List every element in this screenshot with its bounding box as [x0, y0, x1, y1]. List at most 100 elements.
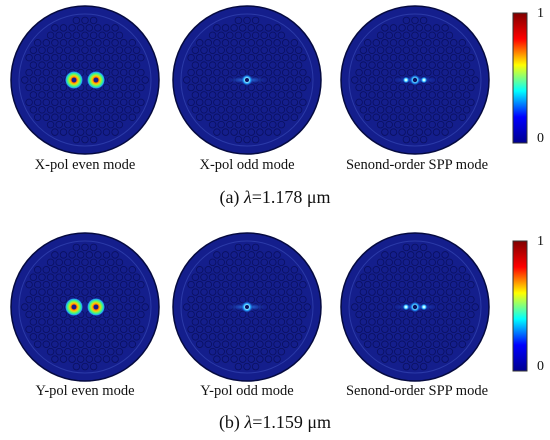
- air-hole: [264, 98, 273, 107]
- air-hole: [398, 280, 406, 289]
- air-hole: [445, 333, 454, 341]
- air-hole: [94, 280, 102, 289]
- air-hole: [364, 266, 372, 274]
- air-hole: [372, 113, 380, 121]
- air-hole: [89, 362, 98, 371]
- air-hole: [264, 266, 273, 274]
- air-hole: [94, 266, 102, 274]
- air-hole: [394, 333, 402, 341]
- air-hole: [46, 106, 55, 114]
- air-hole: [42, 98, 50, 107]
- air-hole: [226, 31, 234, 40]
- air-hole: [260, 318, 268, 326]
- air-hole: [411, 46, 419, 54]
- air-hole: [411, 273, 419, 281]
- air-hole: [85, 340, 93, 348]
- air-hole: [389, 98, 398, 107]
- air-hole: [230, 113, 238, 121]
- air-hole: [359, 76, 368, 84]
- air-hole: [141, 76, 149, 84]
- mode-label-x-even: X-pol even mode: [34, 157, 136, 173]
- air-hole: [204, 113, 212, 121]
- air-hole: [59, 295, 68, 304]
- air-hole: [107, 76, 115, 84]
- air-hole: [42, 83, 50, 92]
- air-hole: [221, 24, 230, 32]
- air-hole: [299, 53, 307, 62]
- air-hole: [51, 266, 59, 274]
- air-hole: [264, 83, 273, 92]
- air-hole: [234, 333, 243, 341]
- air-hole: [385, 288, 393, 296]
- air-hole: [107, 61, 115, 69]
- air-hole: [398, 98, 406, 107]
- air-hole: [256, 24, 264, 32]
- air-hole: [299, 280, 307, 289]
- air-hole: [115, 318, 124, 326]
- air-hole: [256, 53, 264, 62]
- air-hole: [204, 98, 212, 107]
- air-hole: [294, 76, 303, 84]
- air-hole: [46, 120, 55, 129]
- air-hole: [424, 83, 432, 92]
- air-hole: [221, 295, 230, 304]
- air-hole: [111, 113, 119, 121]
- air-hole: [46, 347, 55, 356]
- air-hole: [42, 295, 50, 304]
- air-hole: [213, 98, 221, 107]
- air-hole: [111, 340, 119, 348]
- air-hole: [111, 310, 119, 319]
- air-hole: [51, 98, 59, 107]
- air-hole: [94, 251, 102, 259]
- air-hole: [441, 113, 449, 121]
- air-hole: [107, 288, 115, 296]
- fiber-ring: [348, 13, 482, 147]
- air-hole: [251, 243, 260, 252]
- air-hole: [398, 39, 406, 47]
- air-hole: [273, 325, 281, 334]
- air-hole: [256, 113, 264, 121]
- air-hole: [381, 98, 389, 107]
- air-hole: [256, 355, 264, 363]
- air-hole: [68, 355, 76, 363]
- air-hole: [98, 347, 106, 356]
- air-hole: [458, 68, 466, 77]
- air-hole: [462, 61, 471, 69]
- air-hole: [196, 266, 204, 274]
- air-hole: [208, 120, 217, 129]
- air-hole: [428, 288, 436, 296]
- air-hole: [269, 273, 277, 281]
- air-hole: [243, 243, 251, 252]
- air-hole: [290, 280, 298, 289]
- air-hole: [389, 295, 398, 304]
- air-hole: [230, 53, 238, 62]
- air-hole: [269, 347, 277, 356]
- air-hole: [458, 39, 466, 47]
- air-hole: [441, 83, 449, 92]
- air-hole: [217, 303, 225, 311]
- air-hole: [428, 258, 436, 267]
- air-hole: [221, 355, 230, 363]
- air-hole: [441, 295, 449, 304]
- air-hole: [128, 280, 136, 289]
- air-hole: [51, 53, 59, 62]
- fiber-ring: [18, 240, 152, 374]
- air-hole: [81, 106, 89, 114]
- air-hole: [64, 273, 72, 281]
- air-hole: [294, 303, 303, 311]
- air-hole-lattice: [351, 16, 479, 144]
- air-hole: [381, 53, 389, 62]
- air-hole: [458, 340, 466, 348]
- air-hole: [445, 106, 454, 114]
- air-hole: [187, 310, 195, 319]
- air-hole: [415, 128, 423, 136]
- air-hole: [411, 106, 419, 114]
- air-hole: [449, 83, 458, 92]
- air-hole: [355, 280, 363, 289]
- air-hole: [251, 288, 260, 296]
- air-hole: [281, 113, 290, 121]
- air-hole: [217, 347, 225, 356]
- air-hole: [200, 76, 208, 84]
- air-hole: [406, 39, 415, 47]
- colorbar-b-min-label: 0: [537, 359, 544, 374]
